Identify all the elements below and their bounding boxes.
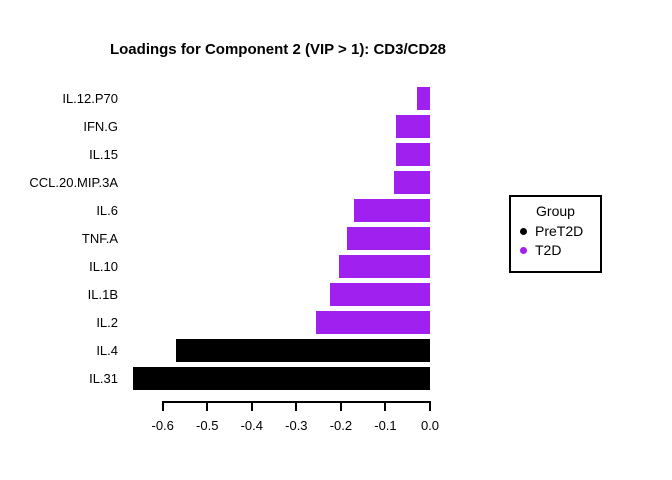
y-axis-label: IL.15 — [89, 146, 118, 162]
y-axis-label: IL.6 — [96, 202, 118, 218]
bar — [396, 115, 430, 138]
x-axis-tick-label: -0.4 — [240, 418, 263, 433]
legend-marker-icon — [520, 227, 527, 235]
y-axis-label: IL.1B — [87, 286, 118, 302]
legend-title: Group — [536, 203, 575, 219]
y-axis-label: IL.31 — [89, 370, 118, 386]
y-axis-label: IL.4 — [96, 342, 118, 358]
legend-item: PreT2D — [520, 223, 583, 239]
x-axis-tick — [250, 403, 253, 411]
x-axis-tick — [384, 403, 387, 411]
legend-box: Group PreT2D T2D — [509, 195, 602, 273]
y-axis-label: TNF.A — [81, 230, 118, 246]
x-axis-tick-label: -0.3 — [285, 418, 308, 433]
legend-item-label: PreT2D — [535, 223, 584, 239]
x-axis-tick — [206, 403, 209, 411]
x-axis-tick — [161, 403, 164, 411]
bar — [133, 367, 430, 390]
x-axis-tick — [339, 403, 342, 411]
legend-marker-icon — [520, 246, 527, 254]
bar — [354, 199, 430, 222]
x-axis-tick-label: 0.0 — [420, 418, 440, 433]
bar — [315, 311, 430, 334]
x-axis-tick-label: -0.5 — [196, 418, 219, 433]
x-axis-tick-label: -0.2 — [329, 418, 353, 433]
y-axis-label: IL.10 — [89, 258, 118, 274]
y-axis-label: IFN.G — [83, 118, 118, 134]
bar — [339, 255, 430, 278]
legend-item: T2D — [520, 242, 561, 258]
bar — [395, 143, 430, 166]
x-axis-tick — [295, 403, 298, 411]
y-axis-label: IL.2 — [96, 314, 118, 330]
y-axis-label: CCL.20.MIP.3A — [29, 174, 118, 190]
x-axis-tick-label: -0.1 — [374, 418, 397, 433]
chart-title: Loadings for Component 2 (VIP > 1): CD3/… — [109, 41, 446, 58]
legend-item-label: T2D — [535, 242, 562, 258]
bar — [347, 227, 430, 250]
bar — [393, 171, 430, 194]
bar — [417, 87, 430, 110]
bar — [330, 283, 430, 306]
x-axis-tick-label: -0.6 — [151, 418, 174, 433]
x-axis-tick — [429, 403, 431, 411]
x-axis-line — [161, 401, 431, 403]
bar — [176, 339, 430, 362]
y-axis-label: IL.12.P70 — [62, 90, 118, 106]
